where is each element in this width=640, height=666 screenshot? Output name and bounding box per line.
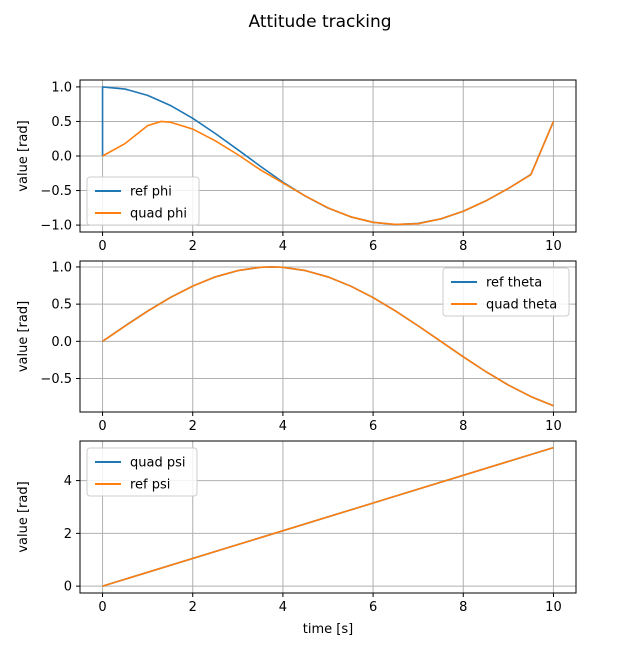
x-tick-label: 0 (98, 239, 106, 254)
x-tick-label: 10 (545, 239, 562, 254)
y-tick-label: 1.0 (51, 260, 72, 275)
x-tick-label: 2 (189, 600, 197, 615)
chart-phi: 0 2 4 6 8 10 −1.0 −0.5 0.0 0.5 1.0 value [rad] ref p… (16, 79, 577, 254)
x-axis-label: time [s] (303, 622, 353, 637)
x-tick-label: 6 (369, 239, 377, 254)
legend-label: ref phi (130, 185, 172, 200)
x-tick-label: 6 (369, 600, 377, 615)
y-tick-label: 0.5 (51, 298, 72, 313)
legend: ref phi quad phi (86, 176, 200, 226)
y-tick-label: −0.5 (40, 184, 72, 199)
y-axis-label: value [rad] (16, 481, 31, 552)
chart-theta: 0 2 4 6 8 10 −0.5 0.0 0.5 1.0 value [rad] ref theta… (16, 260, 577, 434)
x-tick-label: 4 (279, 600, 287, 615)
figure-title: Attitude tracking (248, 12, 391, 32)
y-tick-label: 2 (64, 527, 72, 542)
legend: quad psi ref psi (86, 447, 198, 497)
y-tick-label: 0.5 (51, 115, 72, 130)
series-line-1 (102, 446, 554, 587)
y-tick-label: 0 (64, 580, 72, 595)
legend-label: quad psi (130, 456, 185, 471)
series-line-1 (102, 120, 555, 226)
y-tick-label: −0.5 (40, 372, 72, 387)
x-tick-label: 0 (98, 419, 106, 434)
series-line-1 (102, 266, 554, 407)
x-tick-label: 8 (459, 239, 467, 254)
y-axis-label: value [rad] (16, 120, 31, 191)
legend-label: ref psi (130, 478, 170, 493)
x-tick-label: 4 (279, 239, 287, 254)
y-tick-label: 0.0 (51, 335, 72, 350)
x-tick-label: 8 (459, 419, 467, 434)
x-tick-label: 2 (189, 419, 197, 434)
chart-psi: 0 2 4 6 8 10 0 2 4 value [rad] time [s] quad psi ref… (16, 440, 577, 637)
x-tick-label: 10 (545, 600, 562, 615)
x-tick-label: 2 (189, 239, 197, 254)
x-tick-label: 10 (545, 419, 562, 434)
legend-label: quad phi (130, 207, 187, 222)
legend: ref theta quad theta (442, 267, 570, 317)
y-tick-label: −1.0 (40, 219, 72, 234)
x-tick-label: 0 (98, 600, 106, 615)
x-tick-label: 4 (279, 419, 287, 434)
legend-label: quad theta (486, 298, 557, 313)
plot-frame (79, 440, 577, 594)
x-tick-label: 6 (369, 419, 377, 434)
plot-frame (79, 260, 577, 413)
x-tick-label: 8 (459, 600, 467, 615)
legend-label: ref theta (486, 276, 542, 291)
y-tick-label: 4 (64, 474, 72, 489)
y-axis-label: value [rad] (16, 301, 31, 372)
y-tick-label: 0.0 (51, 150, 72, 165)
y-tick-label: 1.0 (51, 80, 72, 95)
